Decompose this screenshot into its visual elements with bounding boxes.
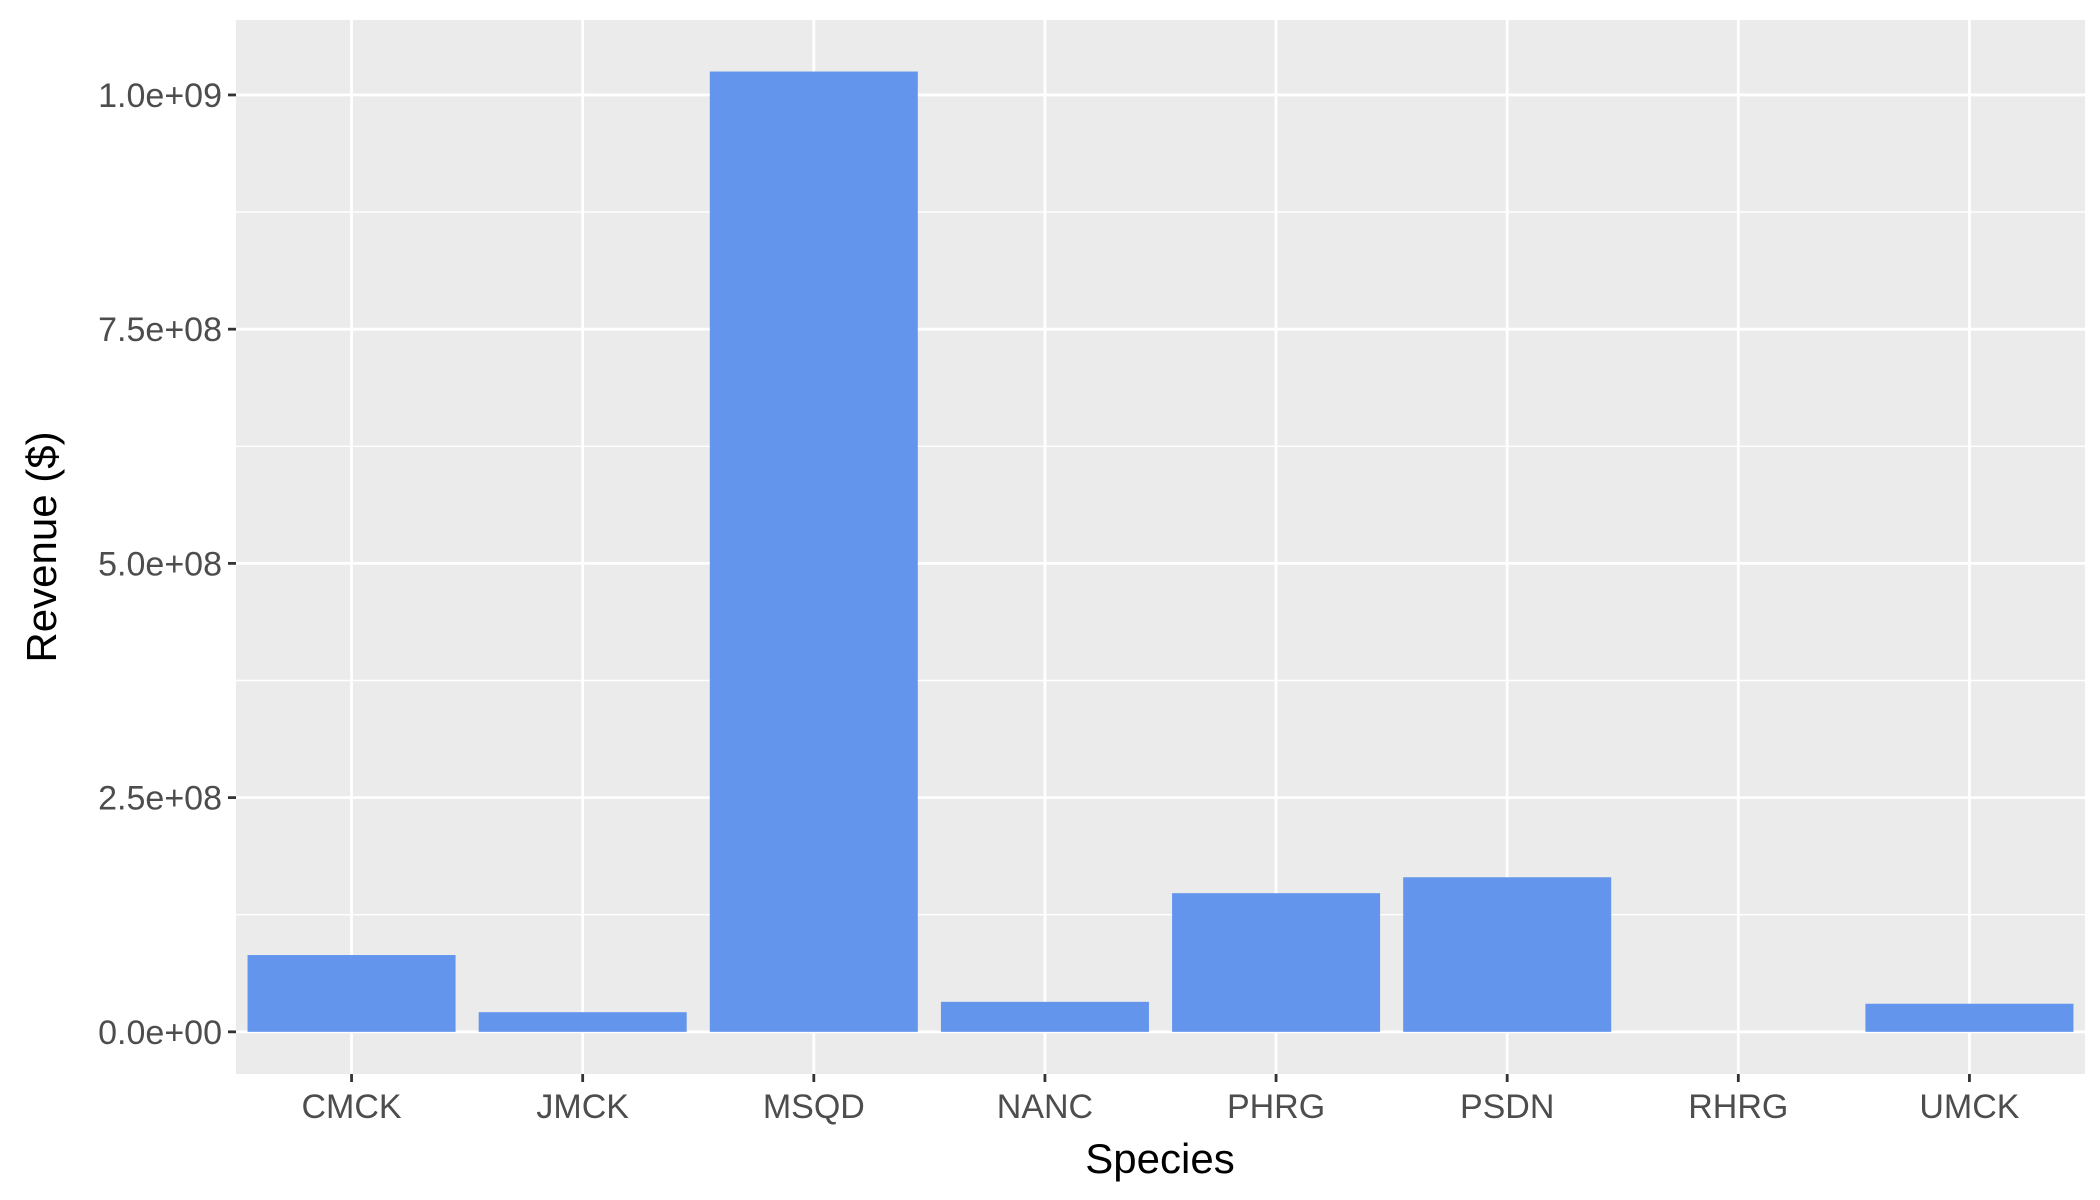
x-axis: CMCK JMCK MSQD NANC PHRG PSDN RHRG UMCK <box>302 1074 2020 1126</box>
y-tick-label: 1.0e+09 <box>98 77 222 115</box>
x-tick-label: UMCK <box>1919 1088 2019 1126</box>
bar-psdn <box>1403 877 1612 1032</box>
bar-phrg <box>1172 893 1381 1032</box>
minor-gridlines <box>236 211 2085 916</box>
x-axis-title: Species <box>1085 1135 1234 1182</box>
x-tick-label: PSDN <box>1460 1088 1554 1126</box>
bar-umck <box>1865 1003 2074 1032</box>
x-tick-label: MSQD <box>763 1088 865 1126</box>
y-axis-title: Revenue ($) <box>18 431 65 662</box>
y-tick-label: 2.5e+08 <box>98 780 222 818</box>
x-tick-label: CMCK <box>302 1088 402 1126</box>
y-tick-label: 5.0e+08 <box>98 545 222 583</box>
x-tick-label: RHRG <box>1688 1088 1788 1126</box>
x-tick-label: NANC <box>997 1088 1093 1126</box>
x-tick-label: PHRG <box>1227 1088 1325 1126</box>
x-tick-label: JMCK <box>536 1088 629 1126</box>
bar-nanc <box>940 1001 1149 1032</box>
plot-panel <box>236 20 2085 1074</box>
bar-jmck <box>478 1012 687 1032</box>
y-tick-label: 7.5e+08 <box>98 311 222 349</box>
bars-group <box>247 71 2074 1032</box>
bar-msqd <box>709 71 918 1032</box>
y-tick-label: 0.0e+00 <box>98 1014 222 1052</box>
y-axis: 0.0e+00 2.5e+08 5.0e+08 7.5e+08 1.0e+09 <box>98 77 236 1052</box>
bar-cmck <box>247 955 456 1032</box>
